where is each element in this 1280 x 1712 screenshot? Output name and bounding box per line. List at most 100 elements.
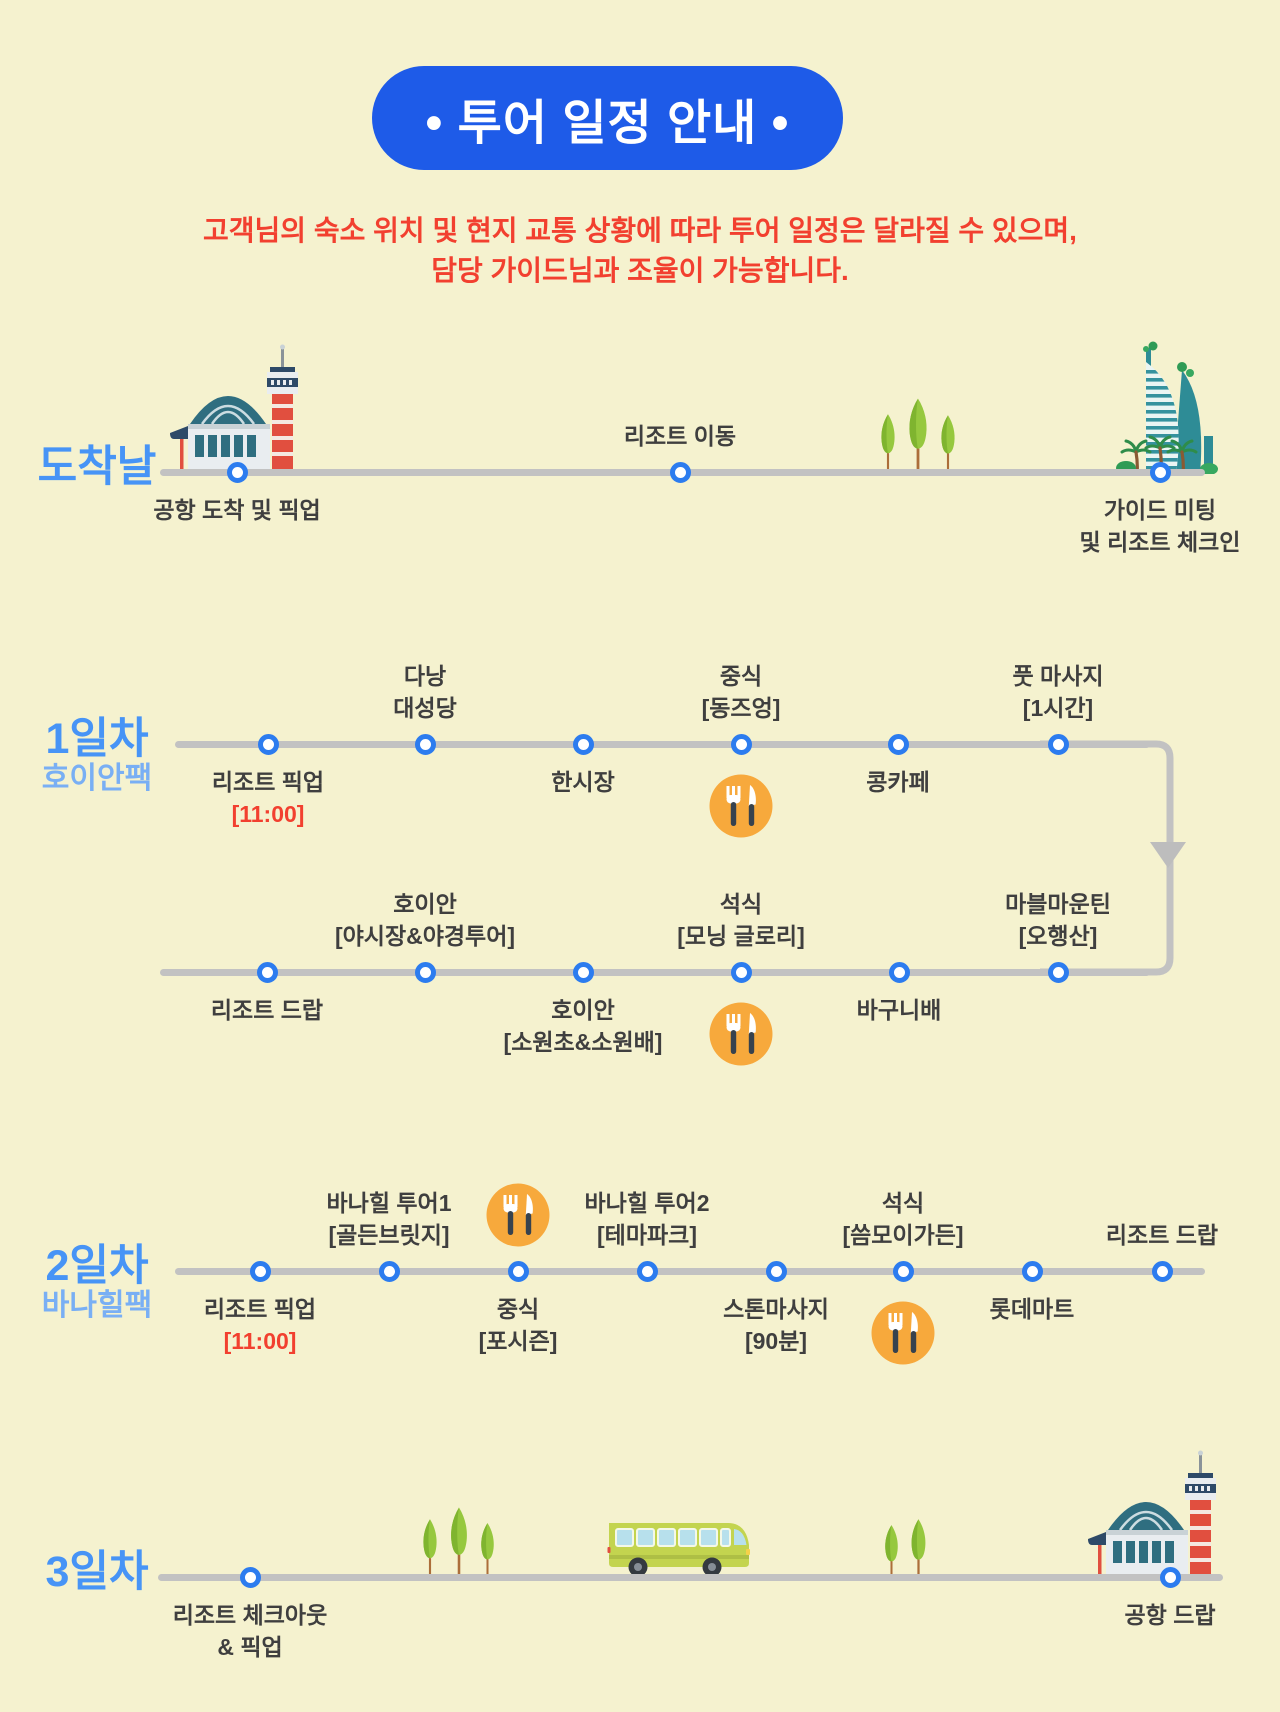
timeline-node — [1021, 1260, 1043, 1282]
pickup-time: [11:00] — [231, 801, 305, 827]
tree-icon — [882, 1524, 901, 1576]
stop-label-line: 중식 — [719, 663, 763, 689]
timeline-node — [1159, 1566, 1181, 1588]
timeline-node — [414, 733, 436, 755]
meal-icon — [709, 1002, 773, 1066]
timeline-node — [1149, 461, 1171, 483]
stop-label-line: 리조트 드랍 — [1105, 1222, 1219, 1248]
tree-icon — [908, 1518, 929, 1576]
stop-label-line: 호이안 — [393, 891, 457, 917]
stop-label: 석식 [모닝 글로리] — [591, 888, 891, 952]
day-label-arrival: 도착날 — [37, 443, 157, 491]
stop-label-line: 석식 — [881, 1190, 925, 1216]
stop-label-line: 중식 — [496, 1296, 540, 1322]
stop-label-line: 마블마운틴 — [1005, 891, 1111, 917]
stop-label-line: 가이드 미팅 — [1103, 497, 1217, 523]
stop-label-line: [동즈엉] — [701, 695, 781, 721]
timeline-node — [892, 1260, 914, 1282]
timeline-node — [256, 961, 278, 983]
stop-label: 리조트 드랍 — [117, 994, 417, 1026]
stop-label-line: & 픽업 — [217, 1634, 283, 1660]
timeline-node — [765, 1260, 787, 1282]
stop-label: 바구니배 — [749, 994, 1049, 1026]
timeline-node — [257, 733, 279, 755]
stop-label: 바나힐 투어2 [테마파크] — [497, 1187, 797, 1251]
timeline-node — [239, 1566, 261, 1588]
stop-label-line: 바나힐 투어1 — [326, 1190, 452, 1216]
airport-icon — [1086, 1442, 1222, 1578]
day-label-day2: 2일차 — [45, 1242, 149, 1290]
stop-label: 중식 [동즈엉] — [591, 660, 891, 724]
stop-label-line: [소원초&소원배] — [503, 1029, 663, 1055]
day-sublabel-day2: 바나힐팩 — [41, 1289, 153, 1322]
tree-icon — [938, 414, 958, 469]
timeline-node — [1151, 1260, 1173, 1282]
stop-label-line: 리조트 이동 — [623, 423, 737, 449]
stop-label: 스톤마사지 [90분] — [626, 1293, 926, 1357]
timeline-node — [888, 961, 910, 983]
day-label-day3: 3일차 — [45, 1548, 149, 1596]
timeline-node — [1047, 961, 1069, 983]
meal-icon — [871, 1301, 935, 1365]
stop-label-line: 호이안 — [551, 997, 615, 1023]
timeline-node — [887, 733, 909, 755]
timeline-node — [378, 1260, 400, 1282]
pickup-time: [11:00] — [223, 1328, 297, 1354]
stop-label: 공항 도착 및 픽업 — [87, 494, 387, 526]
bus-icon — [606, 1513, 752, 1577]
stop-label-line: [테마파크] — [597, 1222, 697, 1248]
meal-icon — [709, 774, 773, 838]
timeline-node — [572, 733, 594, 755]
stop-label-line: 공항 드랍 — [1124, 1602, 1216, 1628]
stop-label: 공항 드랍 — [1020, 1599, 1280, 1631]
stop-label-line: [90분] — [744, 1328, 808, 1354]
trees-icon — [882, 1518, 929, 1576]
timeline-line-day3 — [158, 1573, 1223, 1581]
timeline-node — [730, 733, 752, 755]
stop-label-line: 한시장 — [551, 769, 615, 795]
stop-label-line: 리조트 드랍 — [210, 997, 324, 1023]
subtitle-line2: 담당 가이드님과 조율이 가능합니다. — [431, 255, 849, 286]
page-title-text: • 투어 일정 안내 • — [425, 97, 790, 150]
tree-icon — [447, 1506, 471, 1574]
stop-label-line: 다낭 — [403, 663, 447, 689]
stop-label: 바나힐 투어1 [골든브릿지] — [239, 1187, 539, 1251]
stop-label-line: 및 리조트 체크인 — [1079, 529, 1241, 555]
stop-label-line: [모닝 글로리] — [677, 923, 805, 949]
stop-label-line: 리조트 픽업 — [211, 769, 325, 795]
stop-label: 한시장 — [433, 766, 733, 798]
stop-label: 풋 마사지 [1시간] — [908, 660, 1208, 724]
stop-label: 석식 [씀모이가든] — [753, 1187, 1053, 1251]
stop-label-line: 리조트 체크아웃 — [172, 1602, 328, 1628]
stop-label-line: [포시즌] — [478, 1328, 558, 1354]
down-arrow-icon — [1150, 842, 1186, 868]
timeline-node — [636, 1260, 658, 1282]
airport-icon — [168, 336, 304, 472]
stop-label-line: 스톤마사지 — [723, 1296, 829, 1322]
timeline-node — [572, 961, 594, 983]
stop-label: 리조트 이동 — [530, 420, 830, 452]
stop-label: 리조트 체크아웃 & 픽업 — [100, 1599, 400, 1663]
stop-label-line: [야시장&야경투어] — [334, 923, 516, 949]
stop-label-line: 롯데마트 — [989, 1296, 1075, 1322]
stop-label: 리조트 픽업 [11:00] — [110, 1293, 410, 1357]
stop-label-line: 콩카페 — [866, 769, 930, 795]
trees-icon — [420, 1506, 497, 1574]
timeline-node — [669, 461, 691, 483]
timeline-line-day2 — [175, 1267, 1205, 1275]
stop-label: 중식 [포시즌] — [368, 1293, 668, 1357]
subtitle: 고객님의 숙소 위치 및 현지 교통 상황에 따라 투어 일정은 달라질 수 있… — [0, 211, 1280, 291]
timeline-node — [249, 1260, 271, 1282]
stop-label: 마블마운틴 [오행산] — [908, 888, 1208, 952]
timeline-node — [414, 961, 436, 983]
stop-label: 롯데마트 — [882, 1293, 1182, 1325]
timeline-node — [730, 961, 752, 983]
day-sublabel-day1-top: 호이안팩 — [41, 762, 153, 795]
timeline-node — [1047, 733, 1069, 755]
stop-label: 호이안 [소원초&소원배] — [433, 994, 733, 1058]
stop-label-line: [씀모이가든] — [842, 1222, 964, 1248]
stop-label: 다낭 대성당 — [275, 660, 575, 724]
tree-icon — [905, 397, 931, 469]
meal-icon — [486, 1183, 550, 1247]
